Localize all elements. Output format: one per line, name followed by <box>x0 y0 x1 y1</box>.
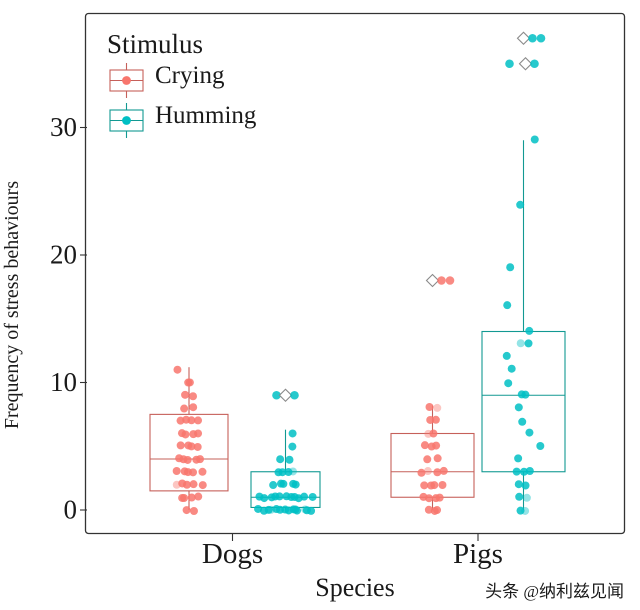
svg-text:0: 0 <box>64 495 78 525</box>
svg-text:Pigs: Pigs <box>453 538 503 570</box>
svg-text:20: 20 <box>50 240 77 270</box>
svg-text:头条 @纳利兹见闻: 头条 @纳利兹见闻 <box>485 582 624 601</box>
svg-text:10: 10 <box>50 367 77 397</box>
svg-text:Stimulus: Stimulus <box>107 29 203 59</box>
svg-text:Species: Species <box>315 573 394 602</box>
svg-text:Crying: Crying <box>155 62 225 89</box>
svg-text:Humming: Humming <box>155 102 257 129</box>
svg-text:30: 30 <box>50 112 77 142</box>
svg-text:Frequency of stress behaviours: Frequency of stress behaviours <box>1 181 23 429</box>
svg-text:Dogs: Dogs <box>202 538 263 570</box>
